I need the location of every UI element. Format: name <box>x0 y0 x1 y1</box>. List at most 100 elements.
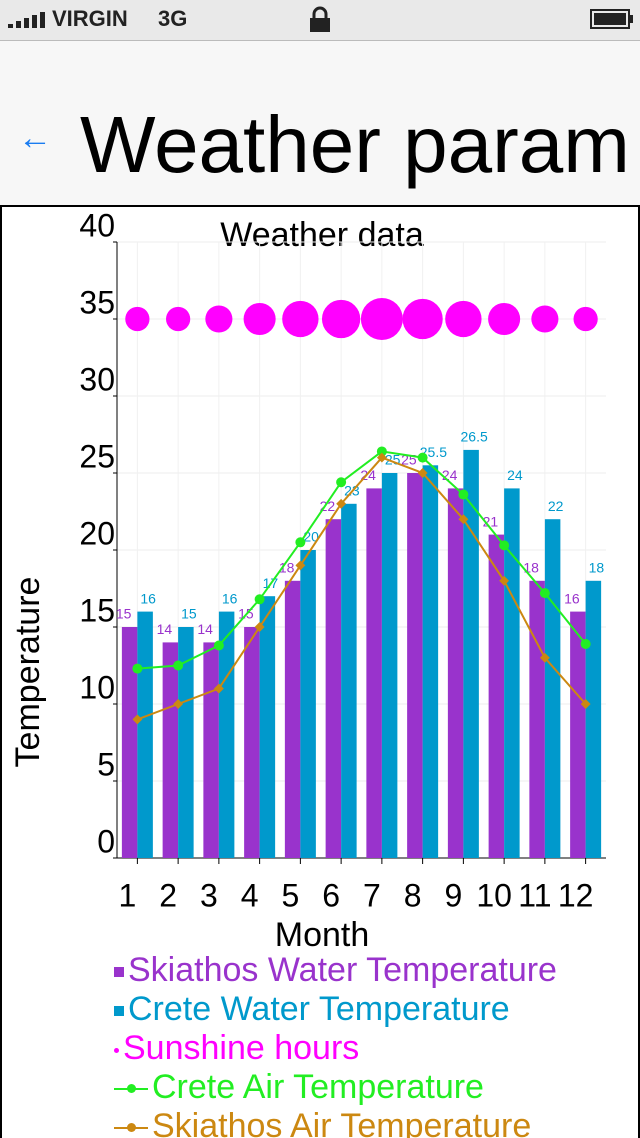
legend-label: Skiathos Air Temperature <box>152 1107 532 1138</box>
bar <box>463 449 479 858</box>
value-label: 16 <box>140 590 156 606</box>
value-label: 15 <box>181 606 197 622</box>
carrier: VIRGIN <box>52 6 128 31</box>
line-point <box>417 468 428 478</box>
value-label: 16 <box>222 590 238 606</box>
bar <box>259 596 276 858</box>
bar <box>203 642 219 858</box>
y-tick-label: 35 <box>79 284 115 320</box>
bubble <box>205 305 233 333</box>
legend-marker <box>114 1047 119 1053</box>
line-point <box>254 622 265 632</box>
y-tick-label: 40 <box>79 207 115 243</box>
y-tick-label: 25 <box>79 438 115 474</box>
bubble <box>402 298 443 340</box>
legend-label: Skiathos Water Temperature <box>128 951 557 989</box>
value-label: 24 <box>507 467 523 483</box>
bubble <box>282 300 319 338</box>
bubble <box>531 305 559 333</box>
line-point <box>499 540 510 551</box>
line-point <box>376 446 387 457</box>
bar <box>407 473 423 858</box>
chart-panel: Weather data Month Temperature 0 5 10 15 20 2… <box>0 205 640 1138</box>
bar <box>341 503 357 858</box>
bubble <box>243 302 276 336</box>
y-tick-label: 5 <box>97 746 115 782</box>
value-label: 15 <box>116 606 132 622</box>
legend-label: Crete Air Temperature <box>152 1068 484 1106</box>
battery-icon <box>590 9 633 29</box>
value-label: 18 <box>523 560 539 576</box>
legend-dot <box>127 1084 136 1094</box>
line-point <box>417 452 428 463</box>
line-point <box>132 663 143 674</box>
line-point <box>499 575 510 586</box>
legend-entry[interactable]: Sunshine hours <box>114 1029 634 1068</box>
x-tick-label: 5 <box>281 877 299 913</box>
y-axis-label: Temperature <box>9 577 47 768</box>
line-point <box>336 498 347 509</box>
lock-icon <box>310 6 330 32</box>
bar <box>381 473 398 858</box>
nav-title: Weather param <box>80 100 630 189</box>
x-tick-label: 12 <box>558 877 594 913</box>
line-point <box>458 514 469 525</box>
line <box>137 456 587 721</box>
line <box>137 450 587 670</box>
line-point <box>173 660 184 671</box>
bubble <box>488 302 521 336</box>
value-label: 16 <box>564 590 580 606</box>
x-tick-label: 10 <box>476 877 512 913</box>
x-tick-label: 7 <box>363 877 381 913</box>
bar <box>137 611 153 858</box>
x-tick-label: 6 <box>322 877 340 913</box>
network: 3G <box>158 6 188 31</box>
nav-bar: ← Weather param <box>0 41 640 205</box>
bubble <box>125 306 150 332</box>
bar <box>178 627 194 858</box>
bar <box>300 550 316 858</box>
bar <box>218 611 235 858</box>
y-tick-label: 20 <box>79 515 115 551</box>
value-label: 26.5 <box>461 429 488 445</box>
legend-entry[interactable]: Skiathos Air Temperature <box>114 1107 634 1138</box>
bubble <box>360 298 403 340</box>
bar <box>529 580 545 858</box>
legend-entry[interactable]: Crete Water Temperature <box>114 990 634 1029</box>
bubble <box>445 300 482 338</box>
legend-label: Sunshine hours <box>123 1029 360 1067</box>
bar <box>447 488 464 858</box>
line-point <box>539 588 550 599</box>
signal-icon <box>8 12 45 28</box>
chart: Weather data Month Temperature 051015202… <box>9 207 606 954</box>
x-tick-label: 9 <box>444 877 462 913</box>
chart-title: Weather data <box>220 216 424 254</box>
legend-entry[interactable]: Skiathos Water Temperature <box>114 951 634 990</box>
y-tick-label: 0 <box>97 823 115 859</box>
bubble <box>573 306 598 332</box>
line-point <box>295 560 306 571</box>
status-bar: VIRGIN 3G <box>0 0 640 41</box>
x-tick-label: 11 <box>518 877 551 913</box>
bar <box>366 488 382 858</box>
x-tick-label: 2 <box>159 877 177 913</box>
value-label: 21 <box>483 513 499 529</box>
line-point <box>173 699 184 709</box>
line-point <box>254 594 265 605</box>
bar <box>244 627 260 858</box>
line-point <box>213 640 224 651</box>
legend-entry[interactable]: Crete Air Temperature <box>114 1068 634 1107</box>
bubble <box>166 306 191 332</box>
legend-marker <box>114 967 124 978</box>
legend-dot <box>127 1123 136 1133</box>
x-tick-label: 3 <box>200 877 218 913</box>
bar <box>570 611 586 858</box>
back-button[interactable]: ← <box>18 119 52 157</box>
value-label: 14 <box>157 621 173 637</box>
value-label: 24 <box>442 467 458 483</box>
x-tick-label: 8 <box>404 877 422 913</box>
x-tick-label: 4 <box>241 877 259 913</box>
bar <box>585 580 602 858</box>
line-point <box>580 699 591 709</box>
